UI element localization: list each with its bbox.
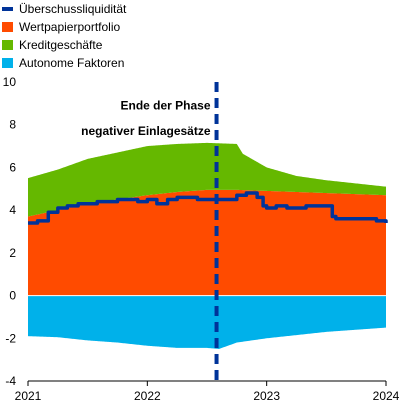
legend-label: Kreditgeschäfte (19, 38, 103, 52)
plot-area (28, 82, 388, 381)
legend-swatch (2, 22, 13, 32)
y-tick-label: -4 (5, 374, 16, 388)
legend-label: Überschussliquidität (19, 2, 127, 16)
y-tick-label: 4 (9, 203, 16, 217)
legend-swatch (2, 58, 13, 68)
legend-label: Autonome Faktoren (19, 56, 124, 70)
x-tick-label: 2021 (15, 389, 42, 403)
legend-swatch-line (2, 7, 13, 11)
area-wertpapierportfolio (28, 189, 386, 296)
y-tick-label: 2 (9, 246, 16, 260)
legend: Überschussliquidität Wertpapierportfolio K… (2, 2, 127, 70)
y-tick-label: -2 (5, 331, 16, 345)
x-tick-label: 2023 (253, 389, 280, 403)
y-tick-label: 0 (9, 289, 16, 303)
annotation-text: Ende der Phase (120, 98, 210, 112)
area-autonome faktoren (28, 295, 386, 349)
annotation-text: negativer Einlagesätze (81, 124, 211, 138)
legend-label: Wertpapierportfolio (19, 20, 120, 34)
axes: 2021 2022 2023 2024 -4 -2 0 2 4 6 8 10 (3, 75, 400, 403)
y-tick-label: 6 (9, 160, 16, 174)
y-tick-label: 8 (9, 118, 16, 132)
annotations: Ende der Phase negativer Einlagesätze (81, 98, 211, 138)
x-tick-label: 2022 (134, 389, 161, 403)
y-tick-label: 10 (3, 75, 17, 89)
x-tick-label: 2024 (373, 389, 400, 403)
legend-swatch (2, 40, 13, 50)
